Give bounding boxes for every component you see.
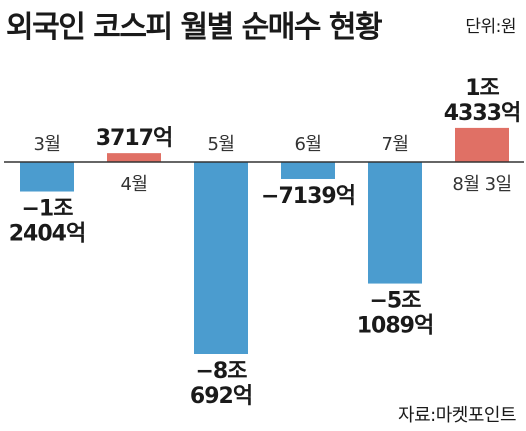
value-label-5-1: −5조 bbox=[370, 289, 422, 314]
value-label-2-1: 3717억 bbox=[96, 126, 172, 151]
month-label-1: 3월 bbox=[33, 134, 60, 155]
value-label-5-2: 1089억 bbox=[357, 314, 433, 339]
source-label: 자료:마켓포인트 bbox=[398, 405, 516, 426]
value-label-3-2: 692억 bbox=[190, 384, 252, 409]
bar-5 bbox=[368, 162, 422, 284]
value-label-6-2: 4333억 bbox=[444, 101, 520, 126]
month-label-5: 7월 bbox=[381, 134, 408, 155]
bar-1 bbox=[20, 162, 74, 192]
chart-title: 외국인 코스피 월별 순매수 현황 bbox=[6, 10, 383, 45]
month-label-6: 8월 3일 bbox=[452, 174, 511, 195]
month-label-4: 6월 bbox=[294, 134, 321, 155]
unit-label: 단위:원 bbox=[465, 17, 516, 37]
value-label-6-1: 1조 bbox=[465, 76, 499, 101]
value-label-1-1: −1조 bbox=[22, 197, 74, 222]
value-label-1-2: 2404억 bbox=[9, 222, 85, 247]
value-label-4-1: −7139억 bbox=[261, 184, 355, 209]
value-label-3-1: −8조 bbox=[196, 359, 248, 384]
bar-2 bbox=[107, 153, 161, 162]
bar-4 bbox=[281, 162, 335, 179]
month-label-2: 4월 bbox=[120, 174, 147, 195]
month-label-3: 5월 bbox=[207, 134, 234, 155]
bar-6 bbox=[455, 127, 509, 162]
bar-3 bbox=[194, 162, 248, 354]
